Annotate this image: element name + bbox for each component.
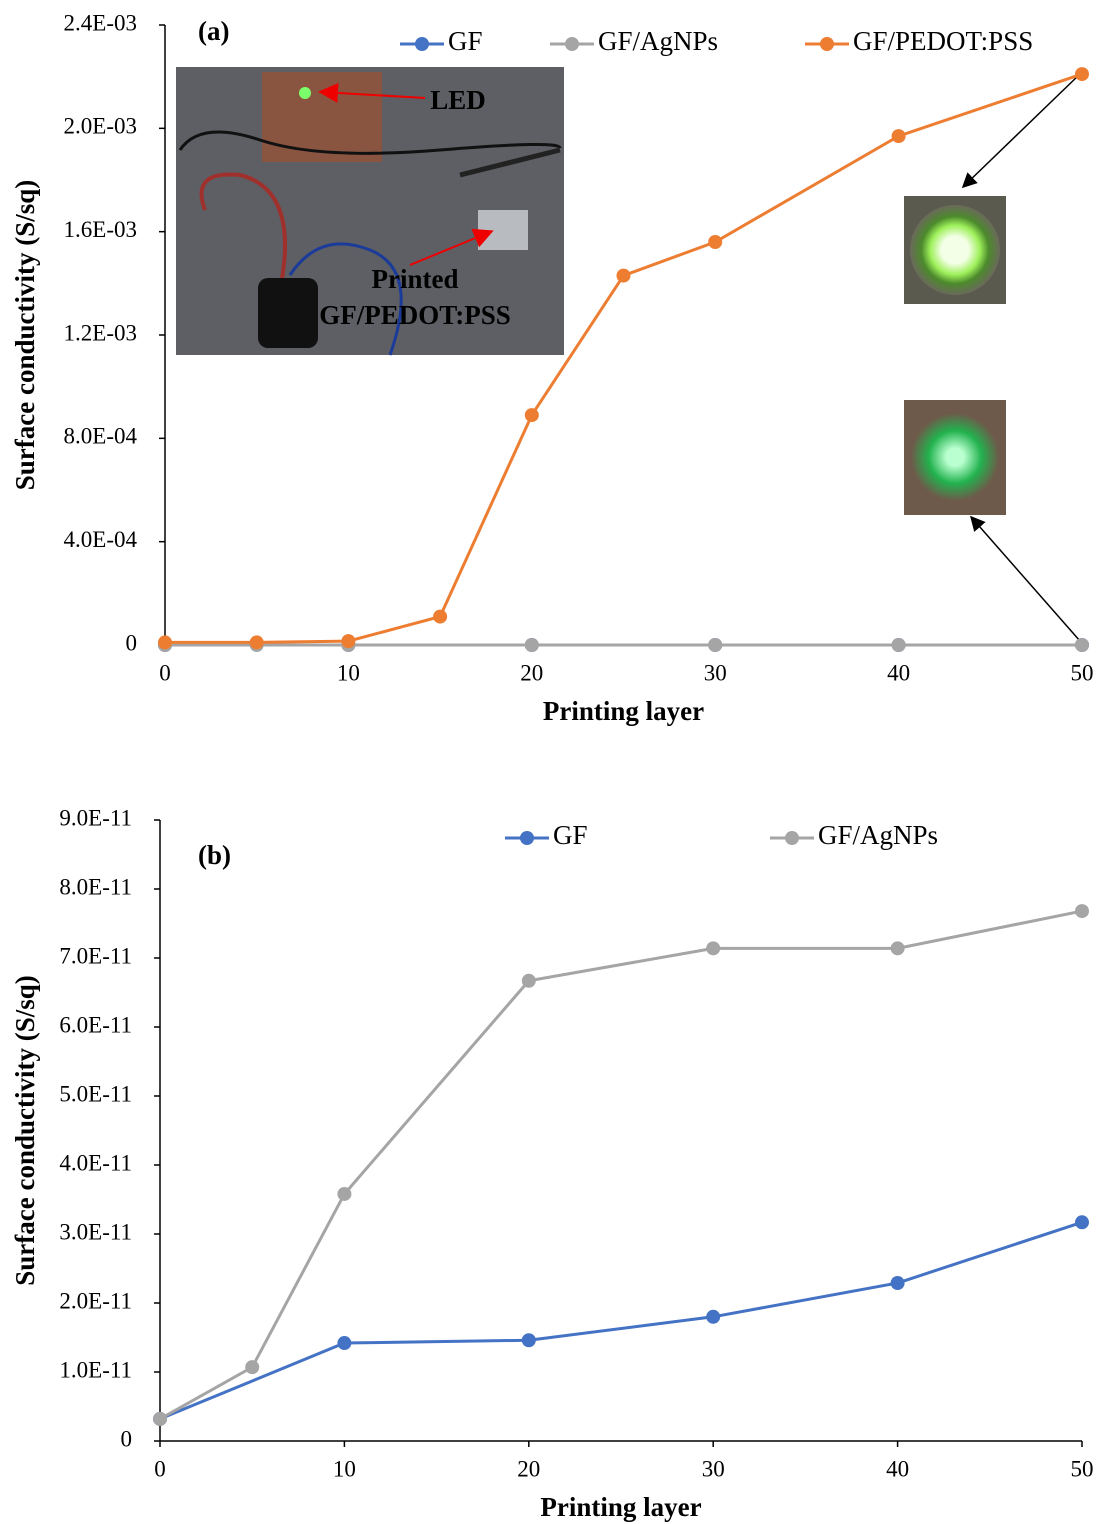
data-point — [521, 1333, 536, 1348]
data-point — [1075, 904, 1089, 919]
data-point — [616, 268, 631, 283]
legend-marker — [520, 831, 534, 845]
led-glow — [911, 413, 999, 501]
data-point — [706, 941, 721, 956]
legend-label: GF/AgNPs — [598, 26, 718, 56]
y-tick-label: 1.6E-03 — [64, 217, 137, 242]
data-point — [708, 235, 723, 249]
annotation-arrow — [961, 73, 1081, 189]
y-tick-label: 8.0E-04 — [64, 424, 138, 449]
y-tick-label: 4.0E-04 — [64, 527, 138, 552]
data-point — [524, 408, 539, 423]
y-tick-label: 7.0E-11 — [59, 943, 132, 968]
data-point — [153, 1411, 167, 1426]
x-tick-label: 50 — [1071, 1456, 1094, 1481]
x-tick-label: 10 — [337, 660, 360, 685]
y-tick-label: 6.0E-11 — [59, 1012, 132, 1037]
y-tick-label: 2.0E-03 — [64, 114, 137, 139]
data-point — [891, 638, 906, 652]
x-tick-label: 0 — [159, 660, 171, 685]
inset-photo — [176, 67, 564, 356]
legend-label: GF/PEDOT:PSS — [853, 26, 1033, 56]
legend-label: GF — [553, 820, 588, 850]
data-point — [890, 941, 905, 956]
x-tick-label: 30 — [702, 1456, 725, 1481]
x-tick-label: 40 — [886, 1456, 909, 1481]
y-tick-label: 0 — [126, 630, 138, 655]
data-point — [249, 635, 264, 650]
annotation: Printed — [372, 264, 459, 294]
y-tick-label: 3.0E-11 — [59, 1219, 132, 1244]
annotation: GF/PEDOT:PSS — [319, 300, 511, 330]
data-point — [891, 129, 906, 144]
data-point — [341, 634, 356, 649]
data-point — [433, 609, 448, 624]
x-tick-label: 50 — [1071, 660, 1094, 685]
y-tick-label: 5.0E-11 — [59, 1081, 132, 1106]
legend-marker — [565, 37, 579, 51]
data-point — [706, 1309, 721, 1324]
x-tick-label: 30 — [704, 660, 727, 685]
annotation-arrow — [318, 82, 426, 103]
annotation: (a) — [198, 16, 229, 46]
annotation-arrow — [970, 515, 1081, 642]
data-point — [1075, 1215, 1089, 1230]
data-point — [337, 1336, 352, 1351]
y-tick-label: 2.4E-03 — [64, 10, 137, 35]
legend-marker — [415, 37, 429, 51]
y-tick-label: 8.0E-11 — [59, 874, 132, 899]
data-point — [521, 973, 536, 988]
x-tick-label: 10 — [333, 1456, 356, 1481]
data-point — [708, 638, 723, 652]
data-point — [337, 1186, 352, 1201]
annotation-arrow — [409, 228, 494, 266]
y-tick-label: 0 — [121, 1426, 133, 1451]
annotation: (b) — [198, 840, 231, 870]
y-tick-label: 4.0E-11 — [59, 1150, 132, 1175]
y-axis-title: Surface conductivity (S/sq) — [10, 975, 40, 1286]
legend-marker — [785, 831, 799, 845]
x-tick-label: 20 — [517, 1456, 540, 1481]
y-tick-label: 1.2E-03 — [64, 320, 137, 345]
series-line — [159, 909, 1083, 1421]
data-point — [1075, 67, 1089, 82]
data-point — [524, 638, 539, 652]
series-line — [159, 1220, 1083, 1421]
data-point — [890, 1275, 905, 1290]
y-tick-label: 2.0E-11 — [59, 1288, 132, 1313]
x-tick-label: 20 — [520, 660, 543, 685]
y-tick-label: 9.0E-11 — [59, 805, 132, 830]
y-tick-label: 1.0E-11 — [59, 1357, 132, 1382]
legend-label: GF/AgNPs — [818, 820, 938, 850]
x-axis-title: Printing layer — [540, 1492, 701, 1522]
x-tick-label: 0 — [154, 1456, 166, 1481]
data-point — [1075, 638, 1089, 652]
data-point — [245, 1360, 260, 1375]
x-axis-title: Printing layer — [543, 696, 704, 726]
y-axis-title: Surface conductivity (S/sq) — [10, 180, 40, 491]
led-glow — [910, 205, 1000, 295]
data-point — [158, 635, 172, 650]
legend-label: GF — [448, 26, 483, 56]
annotation: LED — [430, 85, 486, 115]
x-tick-label: 40 — [887, 660, 910, 685]
legend-marker — [820, 37, 834, 51]
